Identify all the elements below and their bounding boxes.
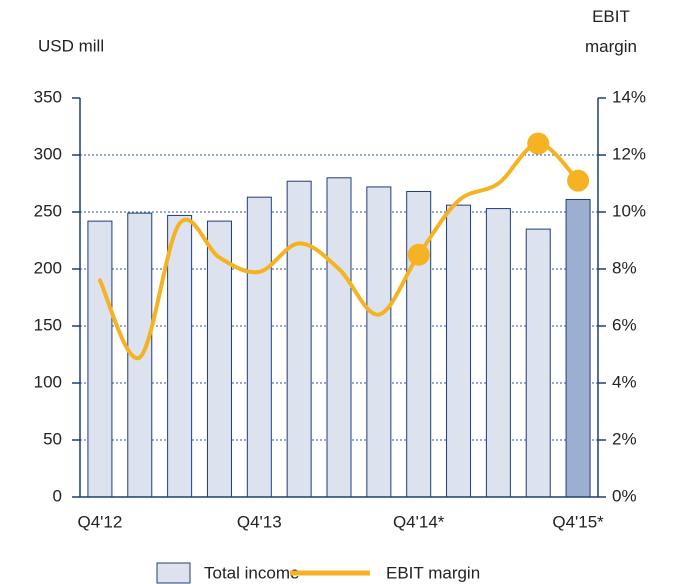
bar	[446, 204, 472, 498]
bar	[406, 190, 432, 498]
y-tick-label: 150	[34, 315, 62, 334]
line-marker	[567, 169, 590, 192]
y2-tick-label: 2%	[612, 429, 637, 448]
bar	[87, 220, 113, 498]
line	[97, 141, 581, 360]
y2-tick-label: 14%	[612, 87, 646, 106]
bar	[525, 228, 551, 498]
legend-label: EBIT margin	[386, 563, 480, 582]
x-tick-label: Q4'12	[78, 512, 123, 531]
bar	[246, 196, 272, 498]
y-tick-label: 50	[43, 429, 62, 448]
bar	[326, 177, 352, 498]
y-axis-label: USD mill	[38, 36, 104, 55]
line-marker	[527, 132, 550, 155]
y-tick-label: 0	[53, 486, 62, 505]
y2-tick-label: 4%	[612, 372, 637, 391]
legend-label: Total income	[204, 563, 299, 582]
legend-swatch	[156, 562, 191, 584]
x-tick-label: Q4'15*	[552, 512, 604, 531]
y-tick-label: 350	[34, 87, 62, 106]
bar	[366, 186, 392, 498]
bar	[167, 214, 193, 498]
y2-tick-label: 8%	[612, 258, 637, 277]
x-tick-label: Q4'13	[237, 512, 282, 531]
bar	[485, 208, 511, 498]
line-marker	[407, 243, 430, 266]
x-tick-label: Q4'14*	[393, 512, 445, 531]
bar	[565, 198, 591, 498]
y2-tick-label: 12%	[612, 144, 646, 163]
y2-tick-label: 6%	[612, 315, 637, 334]
y-tick-label: 100	[34, 372, 62, 391]
y2-tick-label: 0%	[612, 486, 637, 505]
y2-axis-label: EBIT margin	[585, 7, 637, 56]
y-tick-label: 200	[34, 258, 62, 277]
y2-tick-label: 10%	[612, 201, 646, 220]
y-tick-label: 300	[34, 144, 62, 163]
y-tick-label: 250	[34, 201, 62, 220]
bar	[286, 180, 312, 498]
